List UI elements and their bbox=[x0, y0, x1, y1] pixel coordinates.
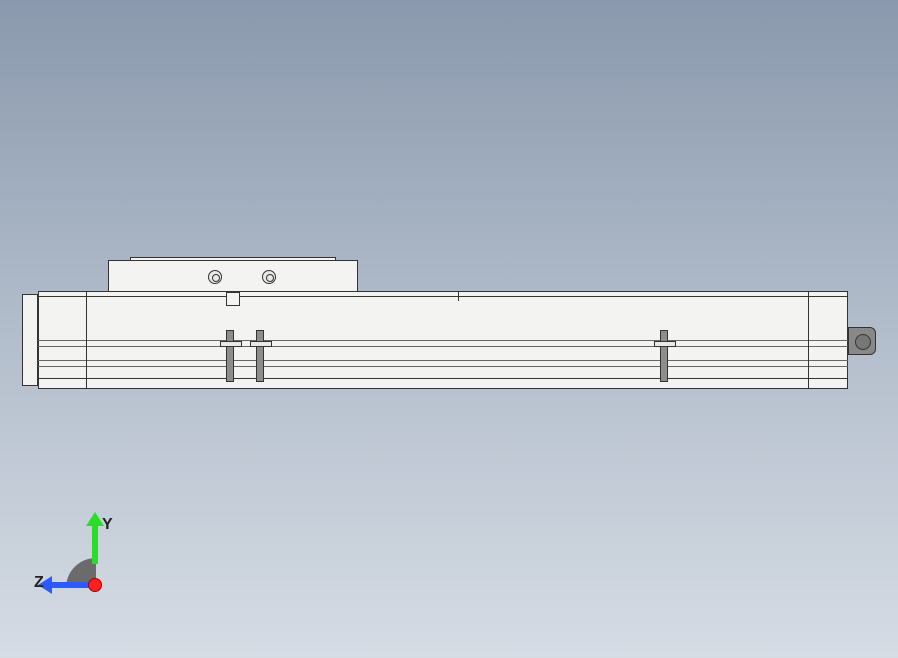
rail-top-inner-edge bbox=[38, 296, 848, 297]
mounting-bracket bbox=[226, 330, 234, 382]
right-connector bbox=[848, 327, 876, 355]
rail-groove bbox=[38, 366, 848, 367]
rail-groove bbox=[38, 346, 848, 347]
x-axis-into-screen-icon bbox=[88, 578, 102, 592]
rail-groove bbox=[38, 340, 848, 341]
carriage-bolt-icon bbox=[208, 270, 222, 284]
z-axis-label: Z bbox=[34, 574, 44, 592]
mounting-bracket bbox=[256, 330, 264, 382]
body-seam bbox=[808, 291, 809, 389]
carriage-block bbox=[108, 260, 358, 292]
carriage-bolt-icon bbox=[262, 270, 276, 284]
y-axis-label: Y bbox=[102, 516, 113, 534]
body-notch bbox=[458, 291, 459, 301]
carriage-stem bbox=[226, 292, 240, 306]
rail-groove bbox=[38, 360, 848, 361]
left-end-cap bbox=[22, 294, 38, 386]
y-axis-icon bbox=[92, 520, 98, 564]
orientation-triad[interactable]: Y Z bbox=[48, 520, 158, 600]
rail-bottom-inner-edge bbox=[38, 378, 848, 379]
mounting-bracket bbox=[660, 330, 668, 382]
body-seam bbox=[86, 291, 87, 389]
cad-viewport[interactable]: Y Z bbox=[0, 0, 898, 658]
